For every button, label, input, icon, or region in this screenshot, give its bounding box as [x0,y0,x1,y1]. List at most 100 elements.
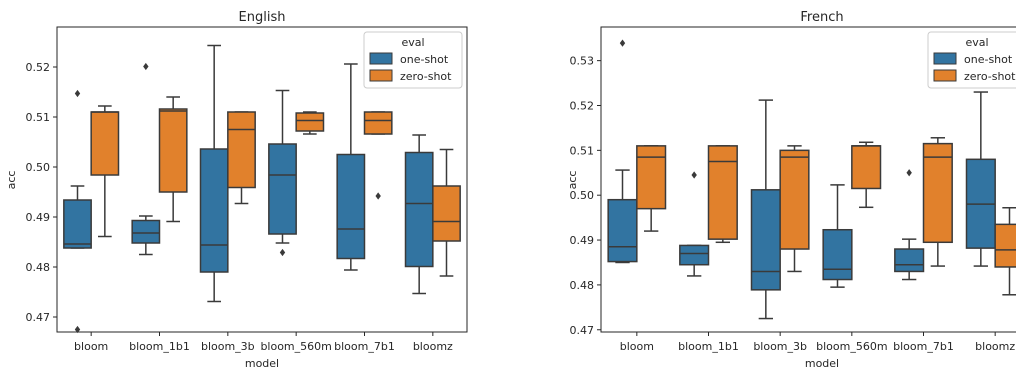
box-one-shot-bloom [63,89,92,334]
x-tick-label: bloomz [975,340,1015,353]
x-tick-label: bloom [620,340,654,353]
box-one-shot-bloom-3b [199,44,229,303]
legend-swatch-one-shot [933,52,957,65]
box-zero-shot-bloom-560m [851,141,882,209]
y-tick-label: 0.49 [26,211,51,224]
y-axis-french: 0.47 0.48 0.49 0.50 0.51 0.52 0.53 [570,55,601,337]
box-iqr [295,112,325,132]
x-tick-label: bloom_560m [816,340,887,353]
x-tick-label: bloomz [413,340,453,353]
box-iqr [63,199,92,249]
chart-title-english: English [239,10,286,25]
box-iqr [851,145,882,190]
box-zero-shot-bloom-3b [227,111,256,205]
y-axis-label-french: acc [566,171,579,190]
legend-title: eval [401,36,424,49]
outlier-point [375,192,381,200]
box-one-shot-bloom-560m [822,184,853,288]
box-iqr [779,149,810,250]
box-iqr [894,248,925,273]
box-zero-shot-bloomz [432,148,461,277]
box-zero-shot-bloom [636,145,667,232]
y-tick-label: 0.52 [570,99,595,112]
legend-swatch-zero-shot [933,69,957,82]
outlier-point [74,325,81,334]
box-one-shot-bloom-7b1 [894,169,925,281]
x-axis-french: bloom bloom_1b1 bloom_3b bloom_560m bloom_7b… [620,332,1015,353]
box-one-shot-bloom-1b1 [131,62,161,256]
x-tick-label: bloom_560m [260,340,331,353]
x-tick-label: bloom_7b1 [334,340,395,353]
legend-label-one-shot: one-shot [400,53,449,66]
outlier-point [906,169,912,177]
box-iqr [994,223,1016,268]
box-iqr [404,151,434,268]
box-iqr [707,145,738,240]
boxes-english [63,44,461,334]
x-tick-label: bloom [74,340,108,353]
y-tick-label: 0.50 [26,161,51,174]
box-iqr [227,111,256,189]
y-tick-label: 0.47 [26,311,51,324]
box-zero-shot-bloom [90,105,120,238]
box-iqr [822,228,853,281]
box-zero-shot-bloomz [994,207,1016,296]
legend-label-zero-shot: zero-shot [400,70,452,83]
outlier-point [279,248,286,257]
chart-title-french: French [800,10,843,25]
box-zero-shot-bloom-1b1 [707,145,738,244]
outlier-point [691,171,697,179]
box-iqr [131,219,161,244]
x-tick-label: bloom_3b [753,340,807,353]
box-iqr [363,111,393,135]
x-tick-label: bloom_1b1 [129,340,190,353]
box-iqr [750,189,781,291]
y-tick-label: 0.49 [570,234,595,247]
legend-title: eval [965,36,988,49]
box-iqr [90,111,120,176]
y-tick-label: 0.48 [570,279,595,292]
boxes-french [607,39,1016,320]
box-zero-shot-bloom-560m [295,111,325,135]
box-one-shot-bloom-7b1 [336,63,366,271]
x-tick-label: bloom_1b1 [678,340,739,353]
box-iqr [636,145,667,210]
box-iqr [607,198,638,263]
box-zero-shot-bloom-7b1 [363,111,393,200]
box-iqr [679,244,710,266]
box-one-shot-bloom-560m [268,89,297,257]
x-axis-english: bloom bloom_1b1 bloom_3b bloom_560m bloom_7b… [74,332,453,353]
box-one-shot-bloomz [404,134,434,295]
x-tick-label: bloom_7b1 [893,340,954,353]
legend-swatch-zero-shot [369,69,393,82]
y-tick-label: 0.50 [570,189,595,202]
legend-french: eval one-shot zero-shot [927,31,1016,89]
outlier-point [619,39,626,47]
chart-english: 0.470.480.490.500.510.52 bloom bloom_1b1 b… [5,10,468,370]
outlier-point [143,62,149,71]
legend-label-one-shot: one-shot [964,53,1013,66]
outlier-point [74,89,81,98]
box-iqr [268,143,297,235]
box-iqr [432,185,461,242]
x-tick-label: bloom_3b [201,340,255,353]
x-axis-label-french: model [805,357,839,370]
y-axis-label-english: acc [5,171,18,190]
y-tick-label: 0.51 [570,144,595,157]
y-tick-label: 0.47 [570,324,595,337]
box-one-shot-bloomz [965,91,996,267]
legend-swatch-one-shot [369,52,393,65]
y-tick-label: 0.53 [570,55,595,68]
box-iqr [158,108,188,193]
box-iqr [336,153,366,260]
legend-english: eval one-shot zero-shot [363,31,463,89]
x-axis-label-english: model [245,357,279,370]
box-zero-shot-bloom-3b [779,145,810,273]
y-axis-english: 0.47 0.48 0.49 0.50 0.51 0.52 [26,61,57,324]
box-iqr [199,148,229,273]
y-tick-label: 0.48 [26,261,51,274]
box-one-shot-bloom-1b1 [679,171,710,277]
box-iqr [922,142,953,244]
chart-french: 0.47 0.48 0.49 0.50 0.51 0.52 0.53 bloom bloom_… [566,10,1016,370]
legend-label-zero-shot: zero-shot [964,70,1016,83]
